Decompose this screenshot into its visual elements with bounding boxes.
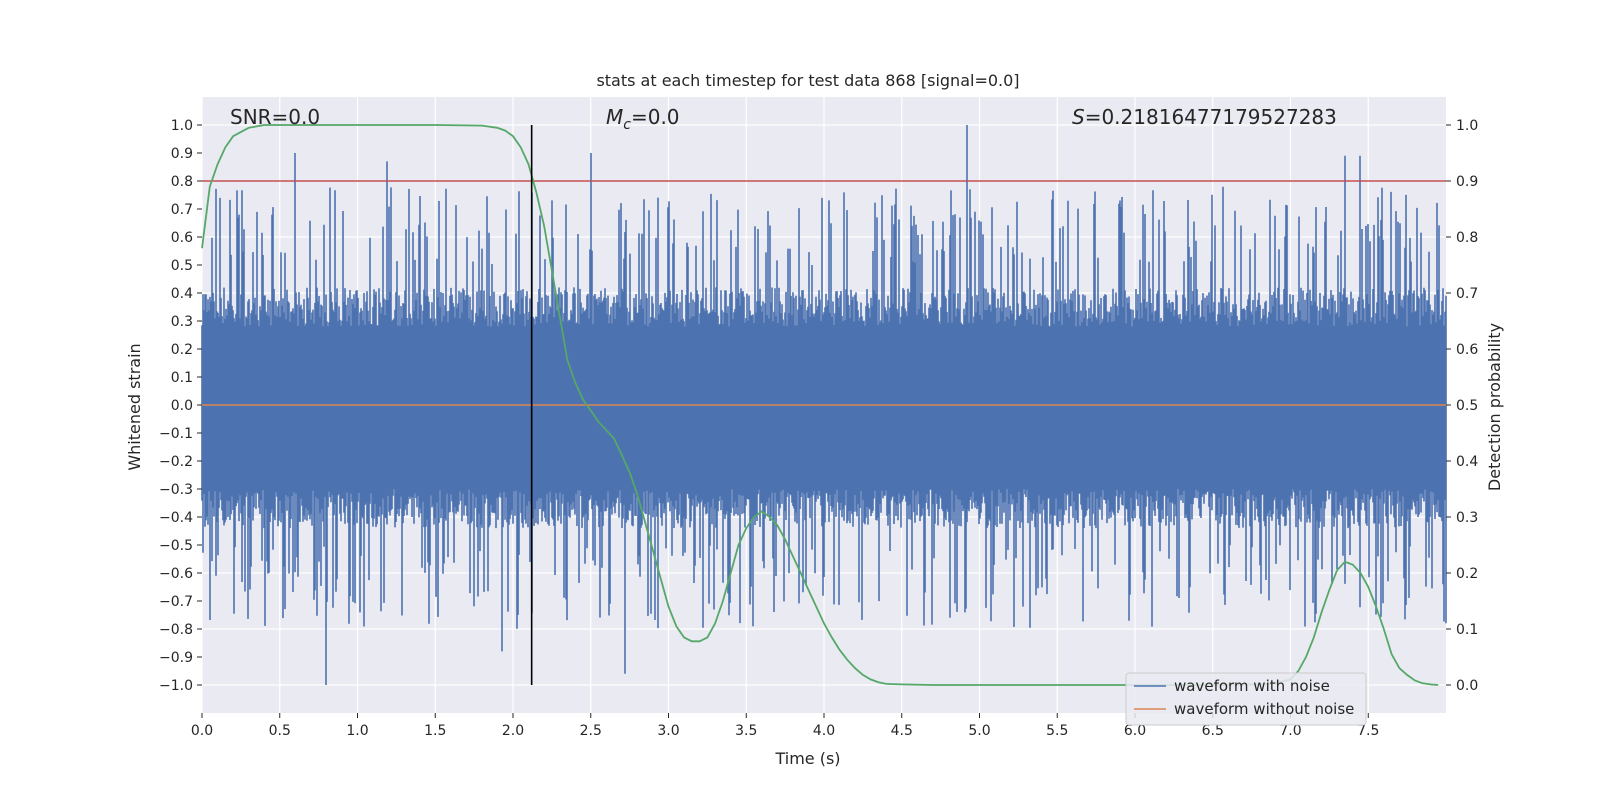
x-tick-label: 0.0 — [191, 723, 213, 739]
x-tick-label: 6.0 — [1124, 723, 1146, 739]
y-right-tick-label: 0.3 — [1456, 510, 1478, 526]
s-value: =0.21816477179527283 — [1085, 105, 1337, 129]
y-right-axis-label: Detection probability — [1485, 323, 1504, 491]
x-tick-label: 1.5 — [424, 723, 446, 739]
legend: waveform with noise waveform without noi… — [1125, 672, 1367, 726]
y-left-tick-label: 0.0 — [171, 398, 193, 414]
y-left-tick-label: −0.7 — [159, 594, 193, 610]
y-right-tick-label: 1.0 — [1456, 118, 1478, 134]
y-right-axis-ticks: 1.0 0.9 0.8 0.7 0.6 0.5 0.4 0.3 0.2 0.1 0.0 — [1446, 118, 1478, 694]
y-left-tick-label: 0.1 — [171, 370, 193, 386]
x-tick-label: 6.5 — [1202, 723, 1224, 739]
x-tick-label: 3.5 — [735, 723, 757, 739]
y-right-tick-label: 0.2 — [1456, 566, 1478, 582]
chirp-mass-annotation: Mc=0.0 — [606, 105, 680, 133]
y-right-tick-label: 0.4 — [1456, 454, 1478, 470]
mc-symbol: M — [606, 105, 623, 129]
x-tick-label: 4.0 — [813, 723, 835, 739]
x-tick-label: 2.5 — [580, 723, 602, 739]
y-right-tick-label: 0.1 — [1456, 622, 1478, 638]
detection-probability-series — [201, 124, 1439, 686]
x-tick-label: 7.0 — [1279, 723, 1301, 739]
y-right-tick-label: 0.6 — [1456, 342, 1478, 358]
legend-label-noise: waveform with noise — [1174, 677, 1330, 695]
waveform-with-noise-series — [201, 125, 1447, 685]
x-tick-label: 5.5 — [1046, 723, 1068, 739]
y-left-tick-label: 0.6 — [171, 230, 193, 246]
score-annotation: S=0.21816477179527283 — [1072, 105, 1337, 129]
y-left-tick-label: −0.1 — [159, 426, 193, 442]
y-left-axis-ticks: 1.0 0.9 0.8 0.7 0.6 0.5 0.4 0.3 0.2 0.1 0.0 −0.1 −0.… — [159, 118, 202, 694]
y-left-tick-label: −0.6 — [159, 566, 193, 582]
y-left-tick-label: −0.2 — [159, 454, 193, 470]
y-right-tick-label: 0.7 — [1456, 286, 1478, 302]
mc-value: =0.0 — [631, 105, 680, 129]
y-left-tick-label: 0.7 — [171, 202, 193, 218]
snr-annotation: SNR=0.0 — [230, 105, 320, 129]
y-left-axis-label: Whitened strain — [125, 343, 144, 470]
y-left-tick-label: 1.0 — [171, 118, 193, 134]
legend-frame — [1125, 672, 1367, 726]
y-right-tick-label: 0.5 — [1456, 398, 1478, 414]
chart-title: stats at each timestep for test data 868… — [596, 71, 1019, 90]
x-tick-label: 7.5 — [1357, 723, 1379, 739]
y-left-tick-label: 0.3 — [171, 314, 193, 330]
y-right-tick-label: 0.0 — [1456, 678, 1478, 694]
y-left-tick-label: 0.9 — [171, 146, 193, 162]
mc-subscript: c — [623, 117, 631, 133]
y-left-tick-label: −0.3 — [159, 482, 193, 498]
s-symbol: S — [1072, 105, 1085, 129]
y-left-tick-label: 0.8 — [171, 174, 193, 190]
y-left-tick-label: −0.9 — [159, 650, 193, 666]
waveform-with-noise-line — [201, 125, 1447, 685]
x-tick-label: 2.0 — [502, 723, 524, 739]
x-tick-label: 5.0 — [968, 723, 990, 739]
x-tick-label: 1.0 — [346, 723, 368, 739]
y-left-tick-label: 0.4 — [171, 286, 193, 302]
y-right-tick-label: 0.8 — [1456, 230, 1478, 246]
y-left-tick-label: −0.8 — [159, 622, 193, 638]
x-axis-label: Time (s) — [774, 749, 840, 768]
y-left-tick-label: 0.5 — [171, 258, 193, 274]
x-tick-label: 3.0 — [657, 723, 679, 739]
y-left-tick-label: 0.2 — [171, 342, 193, 358]
y-right-tick-label: 0.9 — [1456, 174, 1478, 190]
y-left-tick-label: −1.0 — [159, 678, 193, 694]
x-tick-label: 4.5 — [891, 723, 913, 739]
x-tick-label: 0.5 — [269, 723, 291, 739]
legend-label-clean: waveform without noise — [1174, 700, 1354, 718]
x-axis-ticks: 0.0 0.5 1.0 1.5 2.0 2.5 3.0 3.5 4.0 4.5 5.0 5.5 6.0 6… — [191, 713, 1379, 739]
y-left-tick-label: −0.4 — [159, 510, 193, 526]
detection-probability-line — [201, 124, 1439, 686]
y-left-tick-label: −0.5 — [159, 538, 193, 554]
